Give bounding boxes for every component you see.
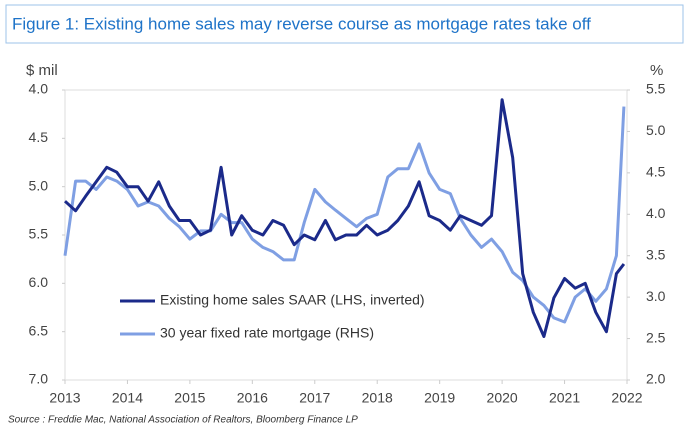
x-tick-label: 2021 [549,390,580,406]
y2-tick-label: 5.0 [646,122,666,138]
y2-axis-label: % [650,62,663,79]
source-note: Source : Freddie Mac, National Associati… [8,415,358,426]
y-tick-label: 5.5 [29,226,49,242]
y2-tick-label: 3.0 [646,288,666,304]
y-tick-label: 4.0 [29,81,49,97]
y-tick-label: 6.0 [29,274,49,290]
x-tick-label: 2015 [174,390,205,406]
series-line [63,106,626,324]
title-frame [5,4,684,44]
y2-tick-label: 2.5 [646,329,666,345]
x-tick-label: 2020 [487,390,518,406]
x-tick-label: 2014 [112,390,143,406]
chart-title: Figure 1: Existing home sales may revers… [12,14,591,33]
x-tick-label: 2018 [362,390,393,406]
x-tick-label: 2016 [237,390,268,406]
y2-tick-label: 2.0 [646,371,666,387]
y-tick-label: 5.0 [29,177,49,193]
y-tick-label: 7.0 [29,371,49,387]
y2-tick-label: 3.5 [646,246,666,262]
y2-tick-label: 4.0 [646,205,666,221]
series-line [63,98,626,338]
x-tick-label: 2019 [424,390,455,406]
x-tick-label: 2017 [299,390,330,406]
y2-tick-label: 4.5 [646,164,666,180]
x-tick-label: 2022 [611,390,642,406]
y-tick-label: 6.5 [29,322,49,338]
legend-label: 30 year fixed rate mortgage (RHS) [160,325,374,341]
y-tick-label: 4.5 [29,129,49,145]
legend-label: Existing home sales SAAR (LHS, inverted) [160,292,425,308]
x-tick-label: 2013 [49,390,80,406]
y2-tick-label: 5.5 [646,81,666,97]
y-axis-label: $ mil [26,62,58,79]
